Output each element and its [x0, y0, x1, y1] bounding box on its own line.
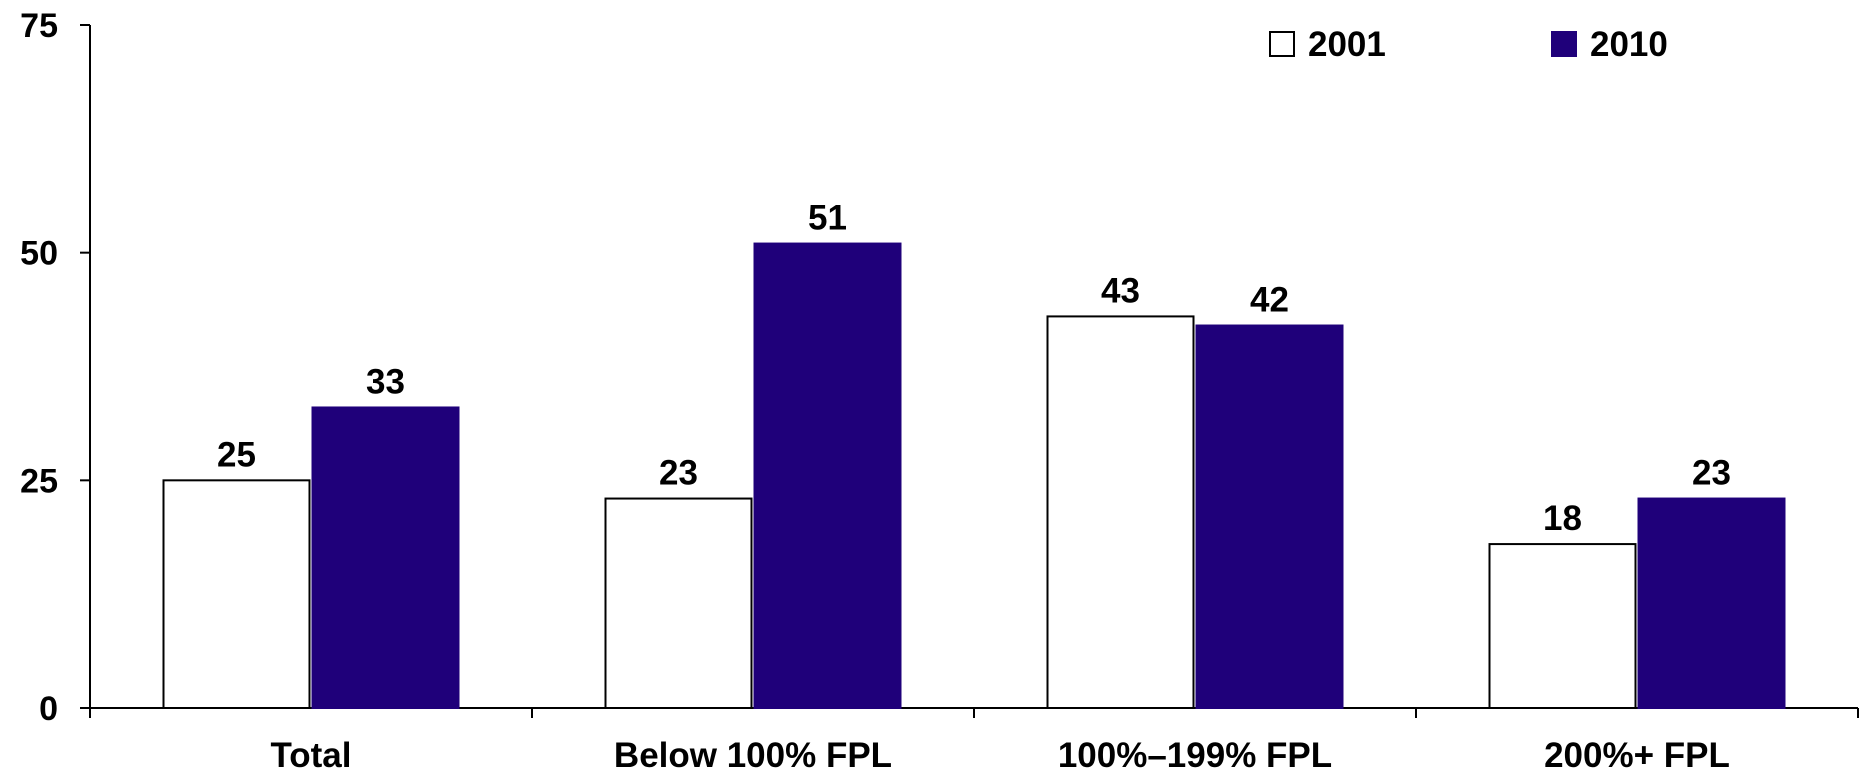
y-axis: 0 25 50 75: [20, 7, 91, 728]
x-category-label: 200%+ FPL: [1544, 736, 1730, 773]
data-label: 33: [366, 362, 405, 401]
legend-label-2010: 2010: [1590, 25, 1668, 64]
bar-2010-0: [311, 406, 460, 709]
legend-label-2001: 2001: [1308, 25, 1386, 64]
x-axis: Total Below 100% FPL 100%–199% FPL 200%+ FP…: [89, 707, 1859, 775]
y-tick-label: 25: [20, 462, 58, 500]
x-category-label: 100%–199% FPL: [1058, 736, 1332, 773]
y-tick-label: 0: [39, 690, 58, 728]
bar-2010-3: [1637, 497, 1786, 709]
x-category-label: Below 100% FPL: [614, 736, 892, 773]
legend: 2001 2010: [1269, 25, 1668, 64]
bars: [162, 242, 1786, 710]
bar-2010-2: [1195, 324, 1344, 709]
y-tick-label: 75: [20, 7, 58, 45]
data-label: 43: [1101, 271, 1140, 310]
legend-swatch-2001: [1269, 31, 1295, 57]
data-label: 51: [808, 199, 847, 238]
y-tick-label: 50: [20, 235, 58, 273]
data-label: 18: [1543, 499, 1582, 538]
x-category-label: Total: [270, 736, 351, 773]
data-label: 42: [1250, 281, 1289, 320]
data-label: 23: [1692, 454, 1731, 493]
legend-swatch-2010: [1551, 31, 1577, 57]
bar-2001-2: [1046, 315, 1195, 709]
bar-2010-1: [753, 242, 902, 709]
bar-2001-3: [1488, 543, 1637, 710]
bar-2001-1: [604, 497, 753, 709]
data-labels: 25 23 43 18 33 51 42 23: [217, 199, 1731, 539]
data-label: 25: [217, 435, 256, 474]
data-label: 23: [659, 454, 698, 493]
bar-2001-0: [162, 479, 311, 710]
